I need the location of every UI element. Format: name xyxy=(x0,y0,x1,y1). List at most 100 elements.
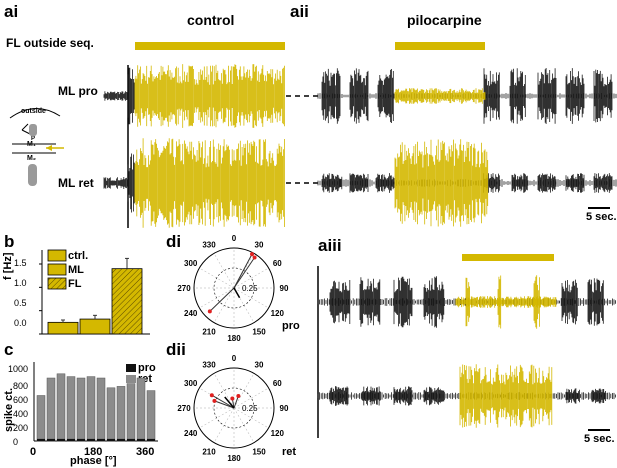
b-legend-swatch-ctrl xyxy=(47,249,67,262)
di-spoke-120 xyxy=(233,287,269,309)
aii-pro-pilocarpine-trace xyxy=(394,88,486,104)
aii-ret-burst-6 xyxy=(565,173,585,193)
aii-ret-burst-2 xyxy=(375,173,395,193)
aiii-pro-burst-1 xyxy=(359,277,381,327)
c-bar-pro-1 xyxy=(47,438,55,441)
dii-radial-label: 0.25 xyxy=(242,404,258,413)
di-angle-label-270: 270 xyxy=(177,284,191,293)
dii-angle-label-90: 90 xyxy=(280,404,289,413)
di-spoke-60 xyxy=(233,267,269,289)
c-bar-ret-8 xyxy=(116,386,126,442)
aiii-ret-late-burst-0 xyxy=(565,388,580,404)
c-bar-ret-1 xyxy=(46,377,56,442)
b-ytick-3: 1.5 xyxy=(14,258,27,268)
aii-ret-burst-4 xyxy=(511,173,528,193)
di-spoke-240 xyxy=(199,287,235,309)
b-legend-ml: ML xyxy=(68,264,84,276)
dii-mean-vector xyxy=(224,396,235,409)
dii-spoke-60 xyxy=(233,387,269,409)
b-legend-fl: FL xyxy=(68,278,82,290)
scale-bar-label-a: 5 sec. xyxy=(586,211,617,223)
c-bar-ret-7 xyxy=(106,387,116,442)
aiii-pro-burst-0 xyxy=(329,280,351,324)
c-ytick-4: 800 xyxy=(13,381,29,391)
c-legend-swatch-ret xyxy=(126,375,136,383)
c-ytick-0: 0 xyxy=(13,437,19,447)
di-angle-label-120: 120 xyxy=(271,309,285,318)
di-spoke-150 xyxy=(233,287,255,323)
schematic-joint xyxy=(21,123,31,135)
aiii-ret-burst-0 xyxy=(329,386,349,406)
b-legend-swatch-ml xyxy=(47,263,67,276)
aii-pro-burst-4 xyxy=(509,68,526,124)
c-xtick-1: 180 xyxy=(84,446,103,458)
aiii-ret-burst-2 xyxy=(393,386,413,406)
dii-angle-label-0: 0 xyxy=(232,354,237,363)
c-bar-pro-8 xyxy=(117,438,125,441)
dii-spoke-330 xyxy=(213,373,235,409)
aiii-ret-burst-3 xyxy=(423,386,445,406)
dii-spoke-210 xyxy=(213,407,235,443)
ai-pro-onset xyxy=(127,67,135,125)
c-bar-pro-9 xyxy=(127,438,135,441)
c-bar-pro-6 xyxy=(97,438,105,441)
schematic-outside-arc xyxy=(9,108,61,119)
panel-label-b: b xyxy=(4,232,15,251)
schematic-p-label: P xyxy=(31,136,36,142)
b-legend-swatch-fl xyxy=(47,277,67,290)
dii-angle-label-270: 270 xyxy=(177,404,191,413)
schematic-outside-label: outside xyxy=(21,108,46,115)
aiii-pro-fl-trace xyxy=(455,296,557,308)
condition-pilocarpine: pilocarpine xyxy=(407,12,482,28)
c-xtick-0: 0 xyxy=(30,446,37,458)
aii-pro-burst-7 xyxy=(593,69,613,123)
c-legend-pro: pro xyxy=(138,362,156,374)
label-ml-pro: ML pro xyxy=(58,84,98,98)
aii-pro-burst-5 xyxy=(537,68,557,124)
aii-ret-burst-5 xyxy=(537,173,557,193)
dii-spoke-240 xyxy=(199,407,235,429)
di-spoke-30 xyxy=(233,253,255,289)
dii-angle-label-180: 180 xyxy=(227,454,241,463)
c-bar-ret-5 xyxy=(86,376,96,442)
aii-pro-burst-2 xyxy=(377,69,394,123)
b-ytick-0: 0.0 xyxy=(14,318,27,328)
di-spoke-210 xyxy=(213,287,235,323)
panel-label-aii: aii xyxy=(290,2,309,21)
dii-spoke-150 xyxy=(233,407,255,443)
aiii-pro-fl-spike-2 xyxy=(533,275,540,329)
dii-angle-label-300: 300 xyxy=(184,379,198,388)
label-fl-outside: FL outside seq. xyxy=(6,36,94,50)
panel-label-ai: ai xyxy=(4,2,19,21)
fl-bar-control xyxy=(135,42,285,50)
di-angle-label-240: 240 xyxy=(184,309,198,318)
dii-angle-label-330: 330 xyxy=(202,361,216,370)
scale-bar-label-aiii: 5 sec. xyxy=(584,433,615,445)
aiii-ret-burst-1 xyxy=(361,386,381,406)
aii-ret-burst-1 xyxy=(349,173,369,193)
dii-point-2 xyxy=(236,393,241,398)
aii-pro-burst-1 xyxy=(349,68,369,124)
schematic-lower-segment xyxy=(28,164,37,186)
di-angle-label-300: 300 xyxy=(184,259,198,268)
di-spoke-330 xyxy=(213,253,235,289)
c-bar-pro-11 xyxy=(147,438,155,441)
aiii-pro-burst-2 xyxy=(393,276,413,328)
di-mean-vector xyxy=(233,287,241,299)
c-ytick-3: 600 xyxy=(13,395,29,405)
c-ytick-1: 200 xyxy=(13,423,29,433)
ai-pro-control-trace xyxy=(134,64,285,128)
dii-vector-2 xyxy=(233,395,239,409)
aii-pro-burst-0 xyxy=(321,68,341,124)
ai-ret-onset xyxy=(127,153,135,213)
aii-ret-burst-7 xyxy=(593,173,613,193)
dii-angle-label-150: 150 xyxy=(252,447,266,456)
b-bar-FL xyxy=(111,268,143,335)
aiii-ret-fl-trace xyxy=(459,364,553,428)
dii-point-0 xyxy=(209,393,214,398)
di-angle-label-210: 210 xyxy=(202,327,216,336)
c-bar-ret-2 xyxy=(56,373,66,442)
fl-bar-pilocarpine xyxy=(395,42,485,50)
di-angle-label-90: 90 xyxy=(280,284,289,293)
dii-spoke-120 xyxy=(233,407,269,429)
